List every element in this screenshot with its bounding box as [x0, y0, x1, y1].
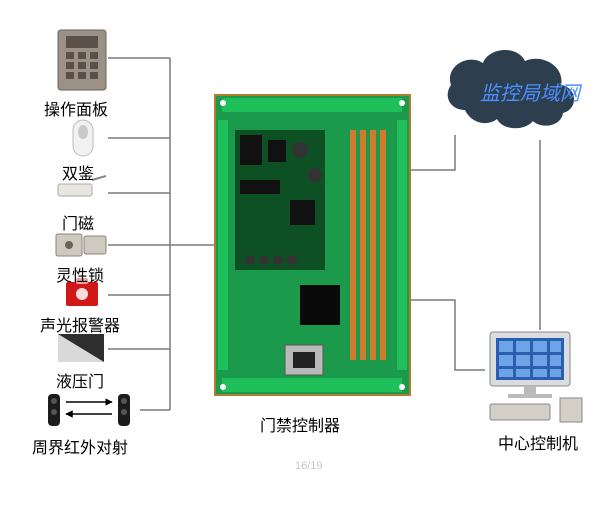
smart-lock-label: 灵性锁: [56, 262, 104, 286]
hydraulic-door-icon: [58, 334, 104, 362]
hydraulic-door-label: 液压门: [56, 368, 104, 392]
perimeter-ir-beam-icon: [48, 394, 130, 426]
operation-panel-label: 操作面板: [44, 96, 108, 120]
door-contact-label: 门磁: [62, 210, 94, 234]
dual-detector-label: 双鉴: [62, 160, 94, 184]
ir-beam-label: 周界红外对射: [32, 434, 128, 458]
access-controller-pcb: [215, 95, 410, 395]
dual-detector-icon: [73, 120, 93, 156]
controller-label: 门禁控制器: [260, 412, 340, 436]
operation-panel-icon: [58, 30, 106, 90]
smart-lock-icon: [56, 234, 106, 256]
page-number: 16/19: [295, 460, 323, 472]
network-cloud: 监控局域网: [448, 50, 583, 128]
cloud-label-text: 监控局域网: [480, 83, 583, 105]
pc-label: 中心控制机: [498, 430, 578, 454]
center-control-pc: [490, 332, 582, 422]
sound-light-alarm-label: 声光报警器: [40, 312, 120, 336]
